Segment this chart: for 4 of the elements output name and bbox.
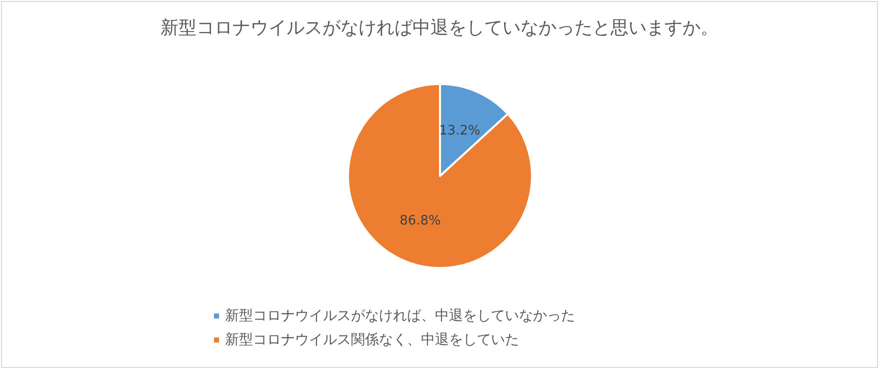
chart-title: 新型コロナウイルスがなければ中退をしていなかったと思いますか。 — [160, 18, 718, 38]
legend-label: 新型コロナウイルス関係なく、中退をしていた — [225, 332, 519, 348]
data-label: 86.8% — [400, 213, 441, 228]
legend-label: 新型コロナウイルスがなければ、中退をしていなかった — [225, 308, 575, 324]
